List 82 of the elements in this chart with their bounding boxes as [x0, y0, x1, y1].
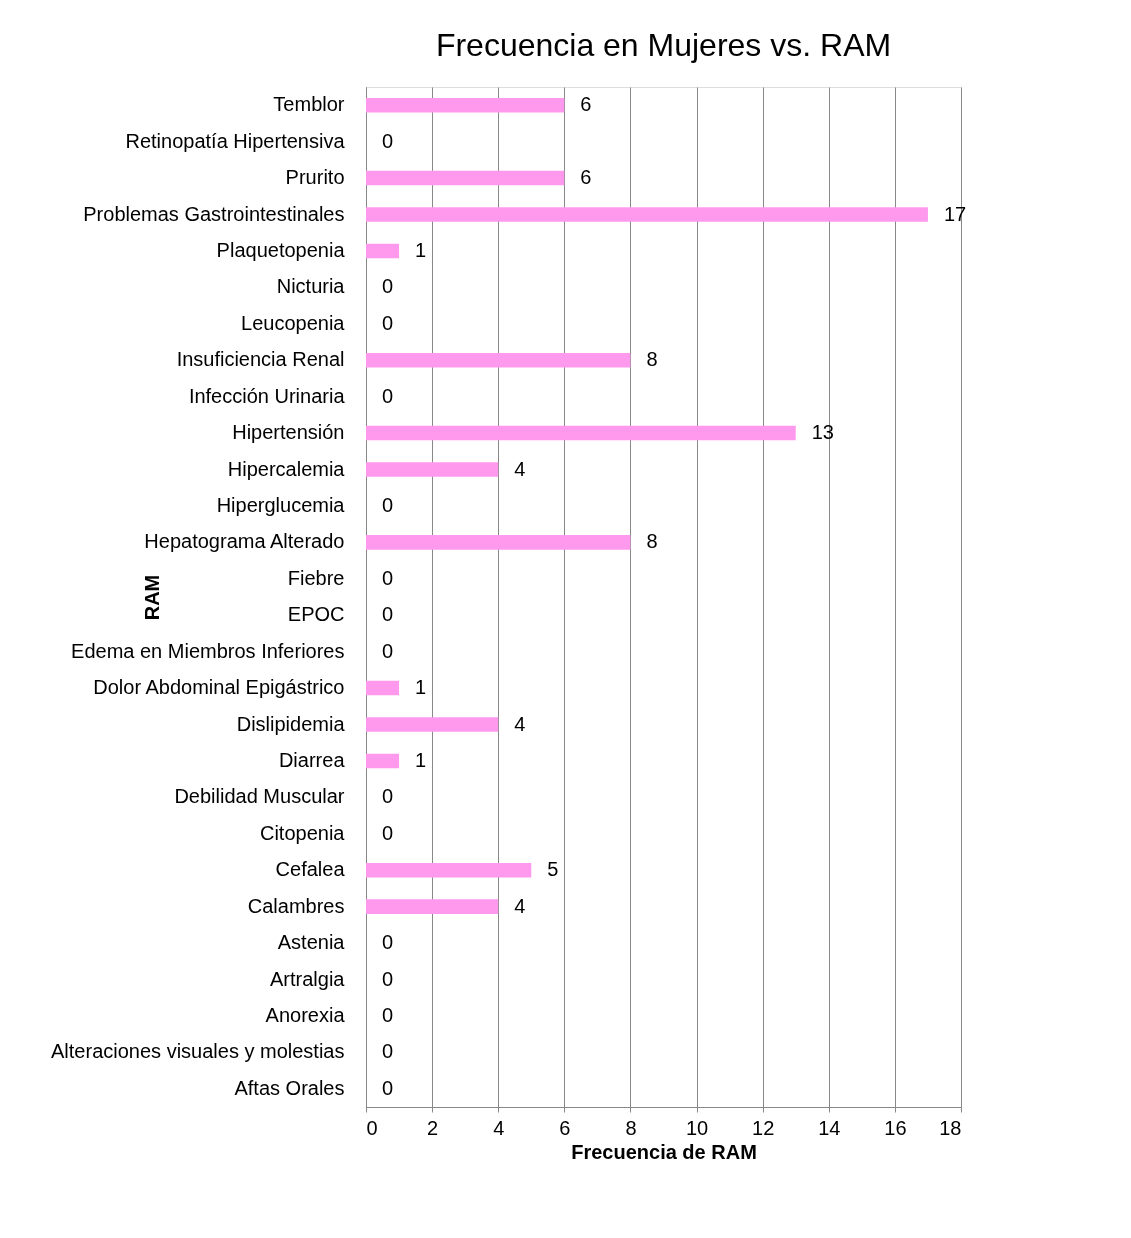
data-label: 0: [382, 311, 394, 334]
bar: [366, 97, 565, 113]
y-tick-label: Plaquetopenia: [216, 238, 346, 261]
data-label: 0: [382, 566, 394, 589]
data-label: 0: [382, 1003, 394, 1026]
x-tick-label: 8: [625, 1116, 637, 1139]
x-tick-label: 10: [685, 1116, 709, 1139]
data-label: 0: [382, 493, 394, 516]
y-tick-label: EPOC: [287, 603, 345, 626]
y-tick-label: Fiebre: [287, 566, 345, 589]
y-axis-title: RAM: [140, 574, 163, 621]
data-label: 4: [514, 894, 526, 917]
data-label: 0: [382, 785, 394, 808]
y-tick-label: Calambres: [247, 894, 345, 917]
y-tick-label: Diarrea: [278, 748, 346, 771]
data-label: 6: [580, 93, 592, 116]
data-label: 1: [415, 748, 427, 771]
data-label: 6: [580, 166, 592, 189]
y-tick-label: Hepatograma Alterado: [144, 530, 345, 553]
data-label: 5: [547, 858, 559, 881]
y-tick-label: Citopenia: [259, 821, 346, 844]
y-tick-label: Leucopenia: [241, 311, 346, 334]
data-label: 0: [382, 275, 394, 298]
x-tick-label: 12: [752, 1116, 775, 1139]
x-tick-label: 0: [366, 1116, 378, 1139]
y-tick-label: Hiperglucemia: [216, 493, 346, 516]
data-label: 1: [415, 676, 427, 699]
x-tick-label: 2: [427, 1116, 439, 1139]
y-tick-label: Hipertensión: [232, 421, 345, 444]
data-label: 0: [382, 1040, 394, 1063]
data-label: 4: [514, 712, 526, 735]
y-tick-label: Temblor: [273, 93, 345, 116]
bar: [366, 717, 499, 732]
data-label: 0: [382, 931, 394, 954]
y-tick-label: Anorexia: [265, 1003, 346, 1026]
data-label: 13: [811, 421, 834, 444]
y-tick-label: Artralgia: [270, 967, 346, 990]
bar: [366, 462, 499, 477]
data-label: 17: [943, 202, 967, 225]
data-label: 8: [646, 530, 658, 553]
y-tick-label: Prurito: [285, 166, 345, 189]
x-tick-label: 16: [884, 1116, 907, 1139]
y-tick-label: Hipercalemia: [227, 457, 346, 480]
y-tick-label: Alteraciones visuales y molestias: [51, 1040, 345, 1063]
x-tick-label: 4: [493, 1116, 505, 1139]
data-label: 0: [382, 821, 394, 844]
y-tick-label: Insuficiencia Renal: [176, 348, 345, 371]
chart-title: Frecuencia en Mujeres vs. RAM: [435, 27, 892, 63]
y-tick-label: Dolor Abdominal Epigástrico: [93, 676, 345, 699]
data-label: 0: [382, 967, 394, 990]
data-label: 0: [382, 639, 394, 662]
bar: [366, 243, 400, 259]
x-tick-label: 6: [559, 1116, 571, 1139]
data-label: 0: [382, 603, 394, 626]
x-tick-label: 14: [818, 1116, 841, 1139]
y-tick-label: Astenia: [277, 931, 346, 954]
bar: [366, 862, 532, 878]
data-label: 0: [382, 129, 394, 152]
y-tick-label: Retinopatía Hipertensiva: [125, 129, 346, 152]
data-label: 0: [382, 384, 394, 407]
data-label: 4: [514, 457, 526, 480]
data-label: 0: [382, 1076, 394, 1099]
y-tick-label: Dislipidemia: [236, 712, 346, 735]
bar: [366, 753, 400, 769]
y-tick-label: Aftas Orales: [234, 1076, 345, 1099]
y-tick-label: Nicturia: [276, 275, 346, 298]
data-label: 1: [415, 238, 427, 261]
x-axis-title: Frecuencia de RAM: [571, 1140, 757, 1163]
bar: [366, 899, 499, 914]
y-tick-label: Infección Urinaria: [188, 384, 346, 407]
bar: [366, 207, 928, 222]
y-tick-label: Edema en Miembros Inferiores: [71, 639, 345, 662]
bar: [366, 680, 400, 696]
bar: [366, 425, 796, 441]
y-tick-label: Debilidad Muscular: [174, 785, 345, 808]
y-tick-label: Cefalea: [275, 858, 346, 881]
bar: [366, 170, 565, 186]
bar: [366, 352, 631, 368]
bar: [366, 535, 631, 550]
y-tick-label: Problemas Gastrointestinales: [83, 202, 345, 225]
x-tick-label: 18: [939, 1116, 962, 1139]
data-label: 8: [646, 348, 658, 371]
